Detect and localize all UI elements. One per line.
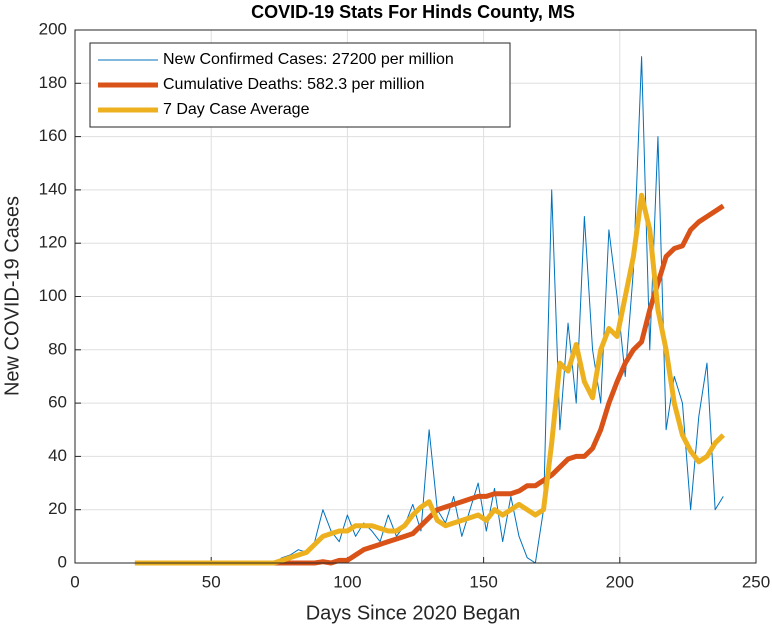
- y-tick-label: 140: [39, 179, 67, 198]
- legend: New Confirmed Cases: 27200 per million Cu…: [89, 42, 511, 128]
- legend-label: New Confirmed Cases: 27200 per million: [163, 51, 454, 68]
- x-tick-label: 50: [202, 572, 221, 591]
- y-tick-label: 100: [39, 286, 67, 305]
- y-tick-label: 20: [48, 499, 67, 518]
- x-tick-label: 100: [333, 572, 361, 591]
- y-tick-label: 200: [39, 19, 67, 38]
- x-tick-label: 200: [606, 572, 634, 591]
- y-tick-label: 80: [48, 339, 67, 358]
- plot-frame: [74, 29, 757, 564]
- y-tick-label: 160: [39, 126, 67, 145]
- legend-label: Cumulative Deaths: 582.3 per million: [163, 76, 424, 93]
- y-tick-label: 40: [48, 446, 67, 465]
- y-tick-label: 0: [58, 552, 67, 571]
- y-tick-label: 180: [39, 73, 67, 92]
- legend-box: [89, 42, 511, 128]
- y-tick-label: 60: [48, 393, 67, 412]
- x-axis-label: Days Since 2020 Began: [306, 602, 521, 624]
- y-tick-label: 120: [39, 233, 67, 252]
- x-tick-label: 150: [469, 572, 497, 591]
- chart-title: COVID-19 Stats For Hinds County, MS: [251, 2, 575, 22]
- x-tick-label: 250: [742, 572, 770, 591]
- y-axis-label: New COVID-19 Cases: [1, 196, 23, 396]
- x-tick-label: 0: [70, 572, 79, 591]
- legend-label: 7 Day Case Average: [163, 101, 310, 118]
